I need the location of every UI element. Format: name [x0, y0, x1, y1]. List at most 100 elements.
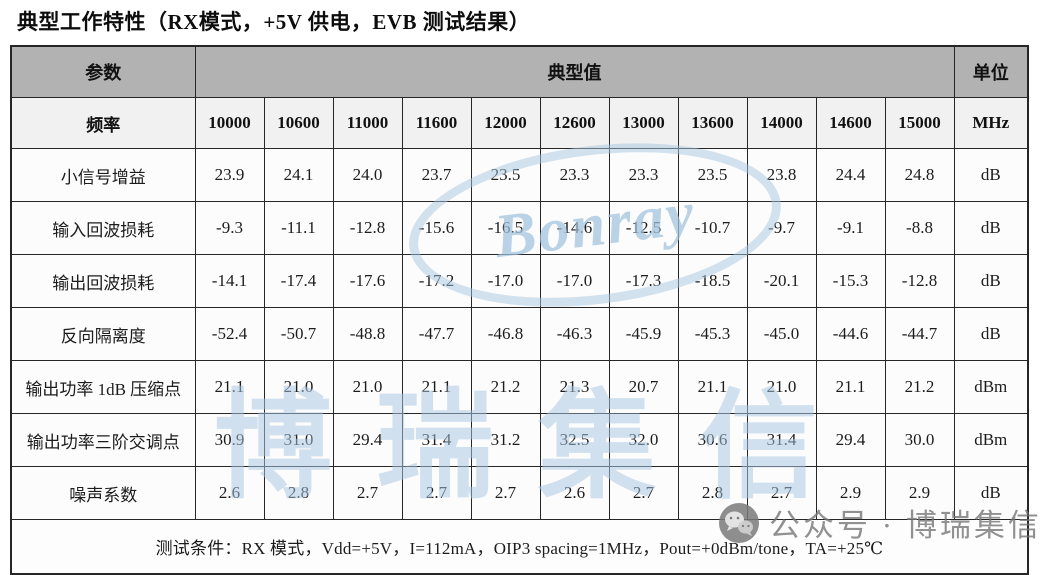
frequency-value: 11000	[332, 97, 403, 149]
row-unit: dBm	[953, 360, 1029, 414]
row-label: 小信号增益	[10, 148, 196, 202]
row-value: 32.5	[539, 413, 610, 467]
row-value: 24.0	[332, 148, 403, 202]
frequency-value: 13600	[677, 97, 748, 149]
header-unit: 单位	[953, 45, 1029, 98]
row-label: 输入回波损耗	[10, 201, 196, 255]
test-conditions-row: 测试条件：RX 模式，Vdd=+5V，I=112mA，OIP3 spacing=…	[10, 519, 1029, 575]
row-value: 2.6	[194, 466, 265, 520]
row-value: 21.1	[194, 360, 265, 414]
frequency-label: 频率	[10, 97, 196, 149]
row-unit: dB	[953, 201, 1029, 255]
row-value: -44.7	[884, 307, 955, 361]
row-value: 21.0	[746, 360, 817, 414]
frequency-value: 10600	[263, 97, 334, 149]
frequency-value: 11600	[401, 97, 472, 149]
header-typical-value: 典型值	[194, 45, 955, 98]
frequency-value: 10000	[194, 97, 265, 149]
frequency-row: 频率 10000 10600 11000 11600 12000 12600 13000 136…	[10, 97, 1029, 149]
row-value: -12.8	[332, 201, 403, 255]
row-value: 2.8	[263, 466, 334, 520]
row-value: -52.4	[194, 307, 265, 361]
table-row: 输入回波损耗 -9.3 -11.1 -12.8 -15.6 -16.5 -14.6 -12.5…	[10, 201, 1029, 255]
row-value: -12.8	[884, 254, 955, 308]
characteristics-table-wrap: 参数 典型值 单位 频率 10000 10600 11000 11600 12000 126…	[10, 45, 1029, 575]
row-value: 2.9	[884, 466, 955, 520]
row-value: 23.5	[470, 148, 541, 202]
row-value: -14.6	[539, 201, 610, 255]
row-value: 21.2	[884, 360, 955, 414]
table-header-row: 参数 典型值 单位	[10, 45, 1029, 98]
row-value: 2.7	[470, 466, 541, 520]
row-value: 20.7	[608, 360, 679, 414]
table-row: 反向隔离度 -52.4 -50.7 -48.8 -47.7 -46.8 -46.3 -45.9…	[10, 307, 1029, 361]
row-value: 23.5	[677, 148, 748, 202]
characteristics-table: 参数 典型值 单位 频率 10000 10600 11000 11600 12000 126…	[10, 45, 1029, 575]
row-value: 21.3	[539, 360, 610, 414]
row-value: 21.1	[677, 360, 748, 414]
row-value: 31.2	[470, 413, 541, 467]
row-label: 输出回波损耗	[10, 254, 196, 308]
frequency-value: 12600	[539, 97, 610, 149]
row-value: -18.5	[677, 254, 748, 308]
frequency-value: 12000	[470, 97, 541, 149]
table-row: 小信号增益 23.9 24.1 24.0 23.7 23.5 23.3 23.3 23.5 23.…	[10, 148, 1029, 202]
row-value: -44.6	[815, 307, 886, 361]
row-value: -45.0	[746, 307, 817, 361]
row-value: 30.9	[194, 413, 265, 467]
row-label: 输出功率 1dB 压缩点	[10, 360, 196, 414]
row-value: -9.3	[194, 201, 265, 255]
row-unit: dBm	[953, 413, 1029, 467]
row-value: 23.3	[608, 148, 679, 202]
frequency-value: 14000	[746, 97, 817, 149]
row-value: 29.4	[332, 413, 403, 467]
row-value: -17.3	[608, 254, 679, 308]
row-value: 23.8	[746, 148, 817, 202]
row-value: 24.1	[263, 148, 334, 202]
frequency-value: 15000	[884, 97, 955, 149]
row-value: -20.1	[746, 254, 817, 308]
table-row: 输出回波损耗 -14.1 -17.4 -17.6 -17.2 -17.0 -17.0 -17.…	[10, 254, 1029, 308]
row-value: 2.6	[539, 466, 610, 520]
row-value: 2.8	[677, 466, 748, 520]
row-value: 23.3	[539, 148, 610, 202]
row-value: 2.7	[608, 466, 679, 520]
row-value: 21.1	[815, 360, 886, 414]
row-value: 23.9	[194, 148, 265, 202]
row-value: -12.5	[608, 201, 679, 255]
row-value: 2.7	[746, 466, 817, 520]
row-value: -47.7	[401, 307, 472, 361]
frequency-unit: MHz	[953, 97, 1029, 149]
row-value: -50.7	[263, 307, 334, 361]
row-value: -16.5	[470, 201, 541, 255]
row-value: -17.0	[470, 254, 541, 308]
row-value: 30.6	[677, 413, 748, 467]
row-unit: dB	[953, 254, 1029, 308]
frequency-value: 14600	[815, 97, 886, 149]
row-value: 23.7	[401, 148, 472, 202]
row-value: -17.0	[539, 254, 610, 308]
row-value: 21.0	[332, 360, 403, 414]
row-value: 31.0	[263, 413, 334, 467]
row-value: -45.9	[608, 307, 679, 361]
row-unit: dB	[953, 466, 1029, 520]
row-value: -15.6	[401, 201, 472, 255]
frequency-value: 13000	[608, 97, 679, 149]
row-label: 噪声系数	[10, 466, 196, 520]
row-value: 30.0	[884, 413, 955, 467]
row-value: -15.3	[815, 254, 886, 308]
row-unit: dB	[953, 148, 1029, 202]
row-value: -48.8	[332, 307, 403, 361]
row-value: -17.2	[401, 254, 472, 308]
row-value: 32.0	[608, 413, 679, 467]
row-value: 24.8	[884, 148, 955, 202]
row-value: -46.3	[539, 307, 610, 361]
table-row: 输出功率三阶交调点 30.9 31.0 29.4 31.4 31.2 32.5 32.0 30.…	[10, 413, 1029, 467]
row-value: 21.1	[401, 360, 472, 414]
row-value: -45.3	[677, 307, 748, 361]
table-row: 输出功率 1dB 压缩点 21.1 21.0 21.0 21.1 21.2 21.3 20.7…	[10, 360, 1029, 414]
row-value: 2.7	[332, 466, 403, 520]
row-value: -8.8	[884, 201, 955, 255]
row-value: 2.9	[815, 466, 886, 520]
header-param: 参数	[10, 45, 196, 98]
